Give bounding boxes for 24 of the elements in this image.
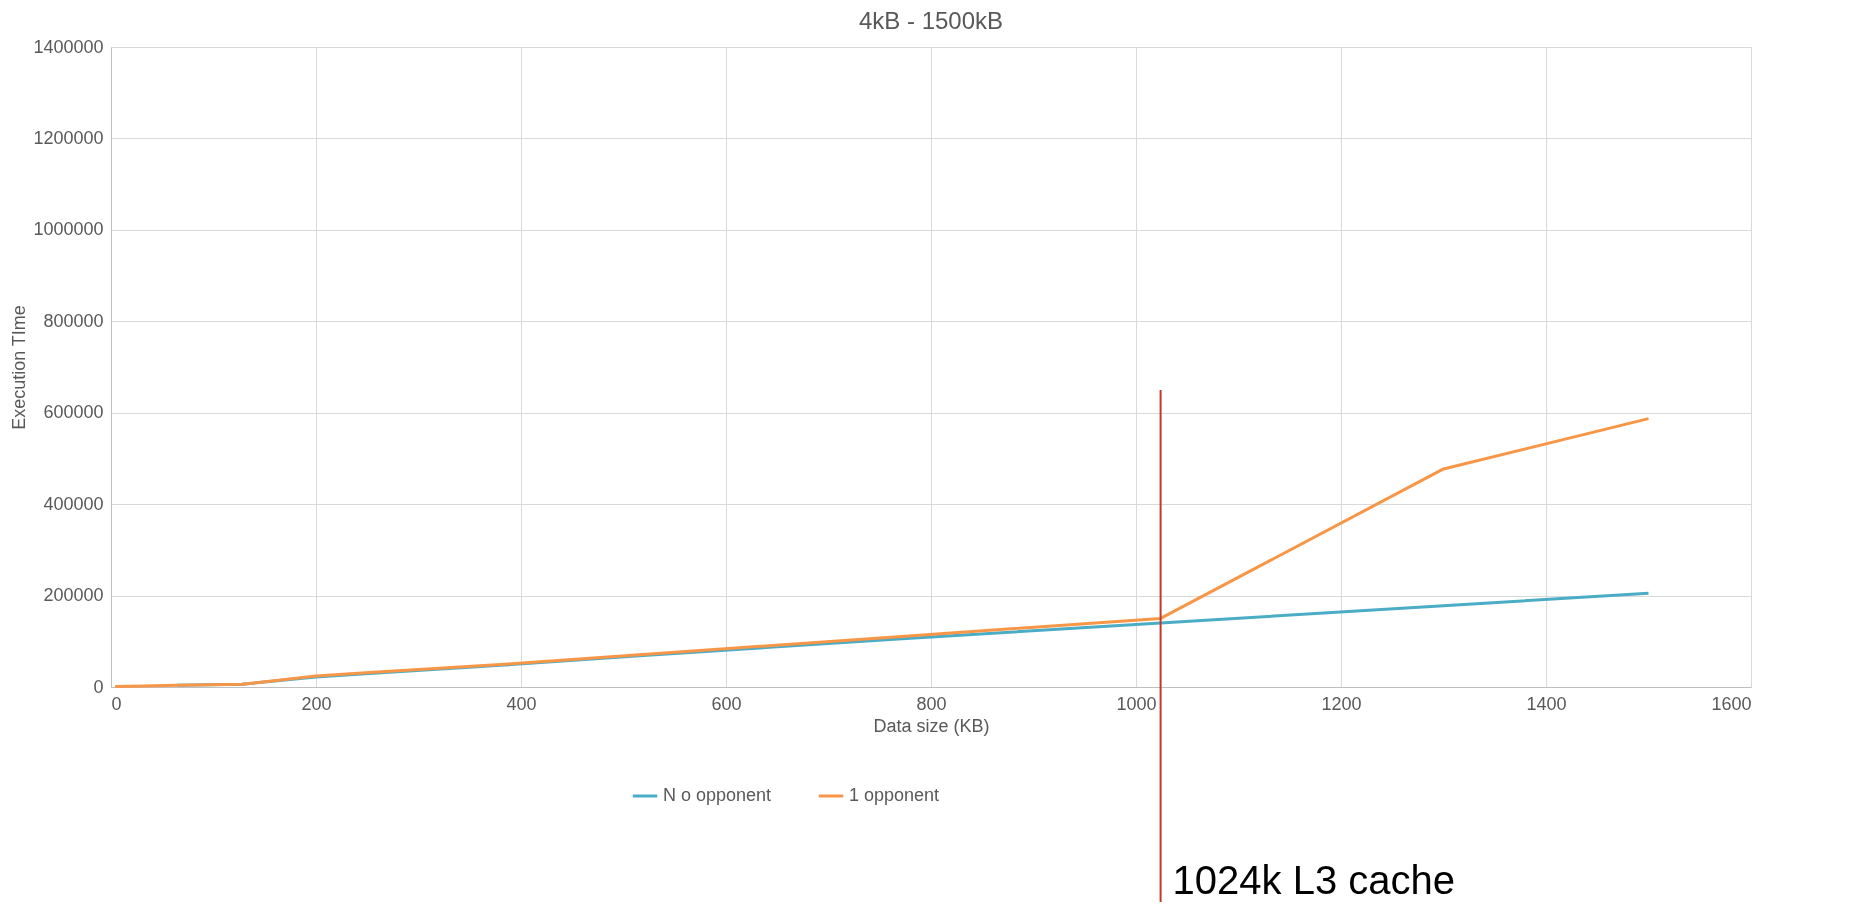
y-tick-label: 400000 <box>43 493 104 514</box>
line-series <box>113 417 1650 689</box>
legend-label: N o opponent <box>663 785 772 805</box>
y-tick-label: 1200000 <box>33 127 104 148</box>
chart-title: 4kB - 1500kB <box>858 7 1004 34</box>
x-tick-label: 200 <box>301 693 332 714</box>
x-tick-label: 1400 <box>1526 693 1567 714</box>
ref-line-label: 1024k L3 cache <box>1172 858 1456 902</box>
legend-label: 1 opponent <box>849 785 940 805</box>
y-tick-label: 1000000 <box>33 219 104 240</box>
y-axis-title: Execution TIme <box>9 305 30 430</box>
x-tick-label: 600 <box>711 693 742 714</box>
x-axis-title: Data size (KB) <box>873 715 990 736</box>
x-tick-label: 1000 <box>1116 693 1157 714</box>
y-tick-label: 0 <box>93 676 104 697</box>
y-tick-label: 800000 <box>43 310 104 331</box>
y-tick-label: 200000 <box>43 585 104 606</box>
x-tick-label: 1600 <box>1711 693 1752 714</box>
y-tick-label: 600000 <box>43 402 104 423</box>
x-tick-label: 400 <box>506 693 537 714</box>
x-tick-label: 0 <box>111 693 122 714</box>
x-tick-label: 1200 <box>1321 693 1362 714</box>
y-tick-label: 1400000 <box>33 36 104 57</box>
x-tick-label: 800 <box>916 693 947 714</box>
